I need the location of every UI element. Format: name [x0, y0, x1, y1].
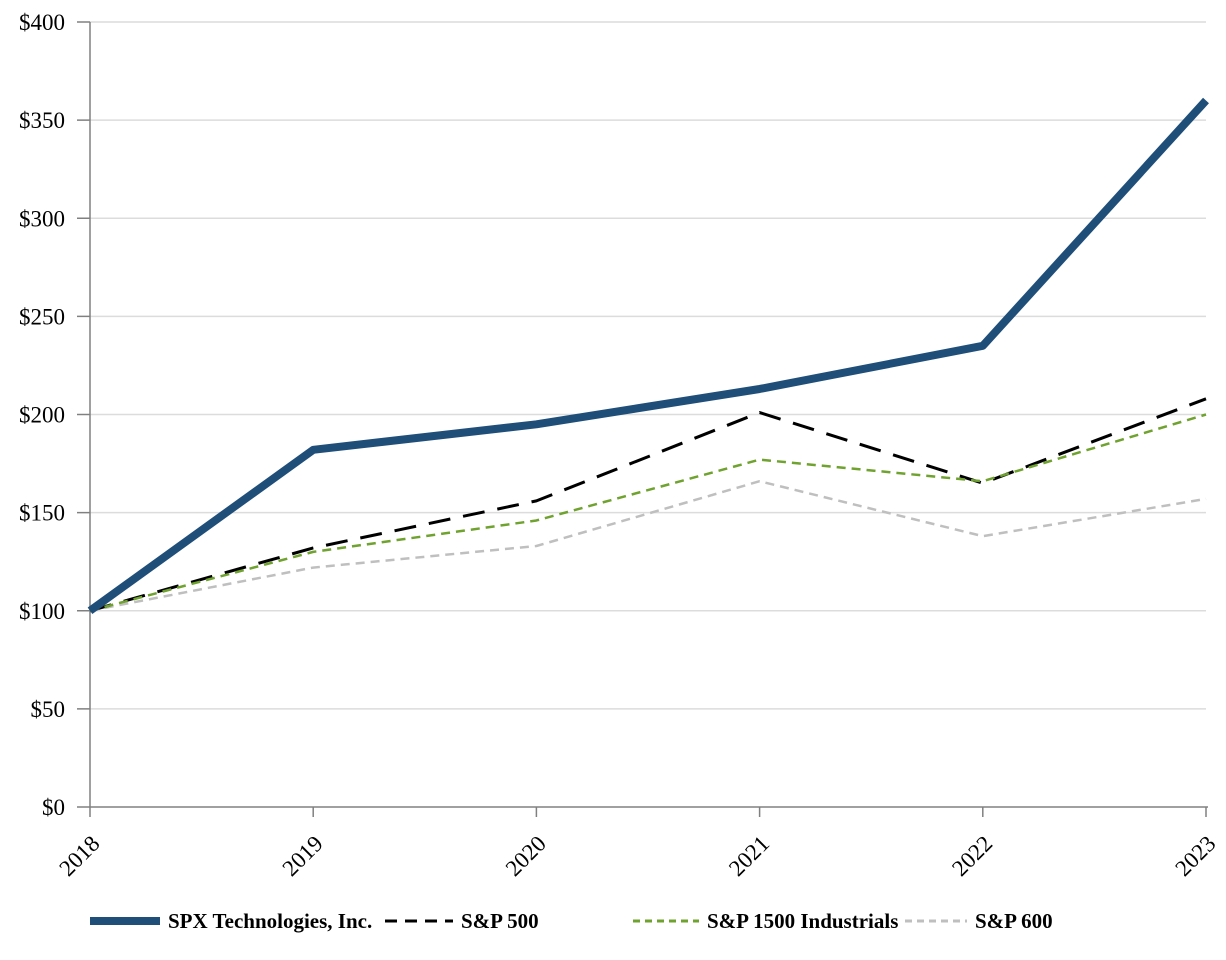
y-axis-label-350: $350	[19, 108, 65, 133]
y-axis-label-250: $250	[19, 304, 65, 329]
x-axis-label-2019: 2019	[278, 831, 328, 881]
x-axis-label-2020: 2020	[501, 831, 551, 881]
legend-item-s-p-500: S&P 500	[385, 906, 539, 936]
legend-swatch-s-p-1500-industrials	[633, 919, 699, 923]
legend-label-s-p-500: S&P 500	[461, 908, 539, 933]
y-axis-label-200: $200	[19, 403, 65, 428]
series-line-s-p-600	[89, 479, 1207, 612]
y-axis-label-100: $100	[19, 599, 65, 624]
x-axis-label-2021: 2021	[724, 831, 774, 881]
legend-swatch-s-p-500	[385, 919, 453, 923]
series-line-s-p-500	[89, 397, 1207, 613]
legend-label-s-p-600: S&P 600	[975, 908, 1053, 933]
y-axis-label-50: $50	[31, 697, 66, 722]
legend-item-s-p-1500-industrials: S&P 1500 Industrials	[633, 906, 898, 936]
legend-swatch-spx-technologies-inc	[90, 917, 160, 925]
legend-label-s-p-1500-industrials: S&P 1500 Industrials	[707, 908, 899, 933]
x-axis-label-2023: 2023	[1170, 831, 1220, 881]
legend-label-spx-technologies-inc: SPX Technologies, Inc.	[168, 908, 373, 933]
y-axis-label-400: $400	[19, 10, 65, 35]
chart-legend: SPX Technologies, Inc. S&P 500 S&P 1500 In…	[0, 906, 1226, 940]
legend-item-s-p-600: S&P 600	[905, 906, 1053, 936]
y-axis-label-300: $300	[19, 206, 65, 231]
y-axis-label-0: $0	[42, 795, 65, 820]
y-axis-label-150: $150	[19, 501, 65, 526]
total-return-line-chart: $0 $50 $100 $150 $200 $250 $300 $350 $400 2018 201…	[19, 10, 1221, 881]
legend-swatch-s-p-600	[905, 919, 967, 923]
legend-item-spx-technologies-inc: SPX Technologies, Inc.	[90, 906, 372, 936]
series-line-s-p-1500-industrials	[89, 413, 1207, 612]
x-axis-label-2018: 2018	[54, 831, 104, 881]
series-line-spx-technologies-inc	[87, 97, 1209, 614]
x-axis-label-2022: 2022	[947, 831, 997, 881]
